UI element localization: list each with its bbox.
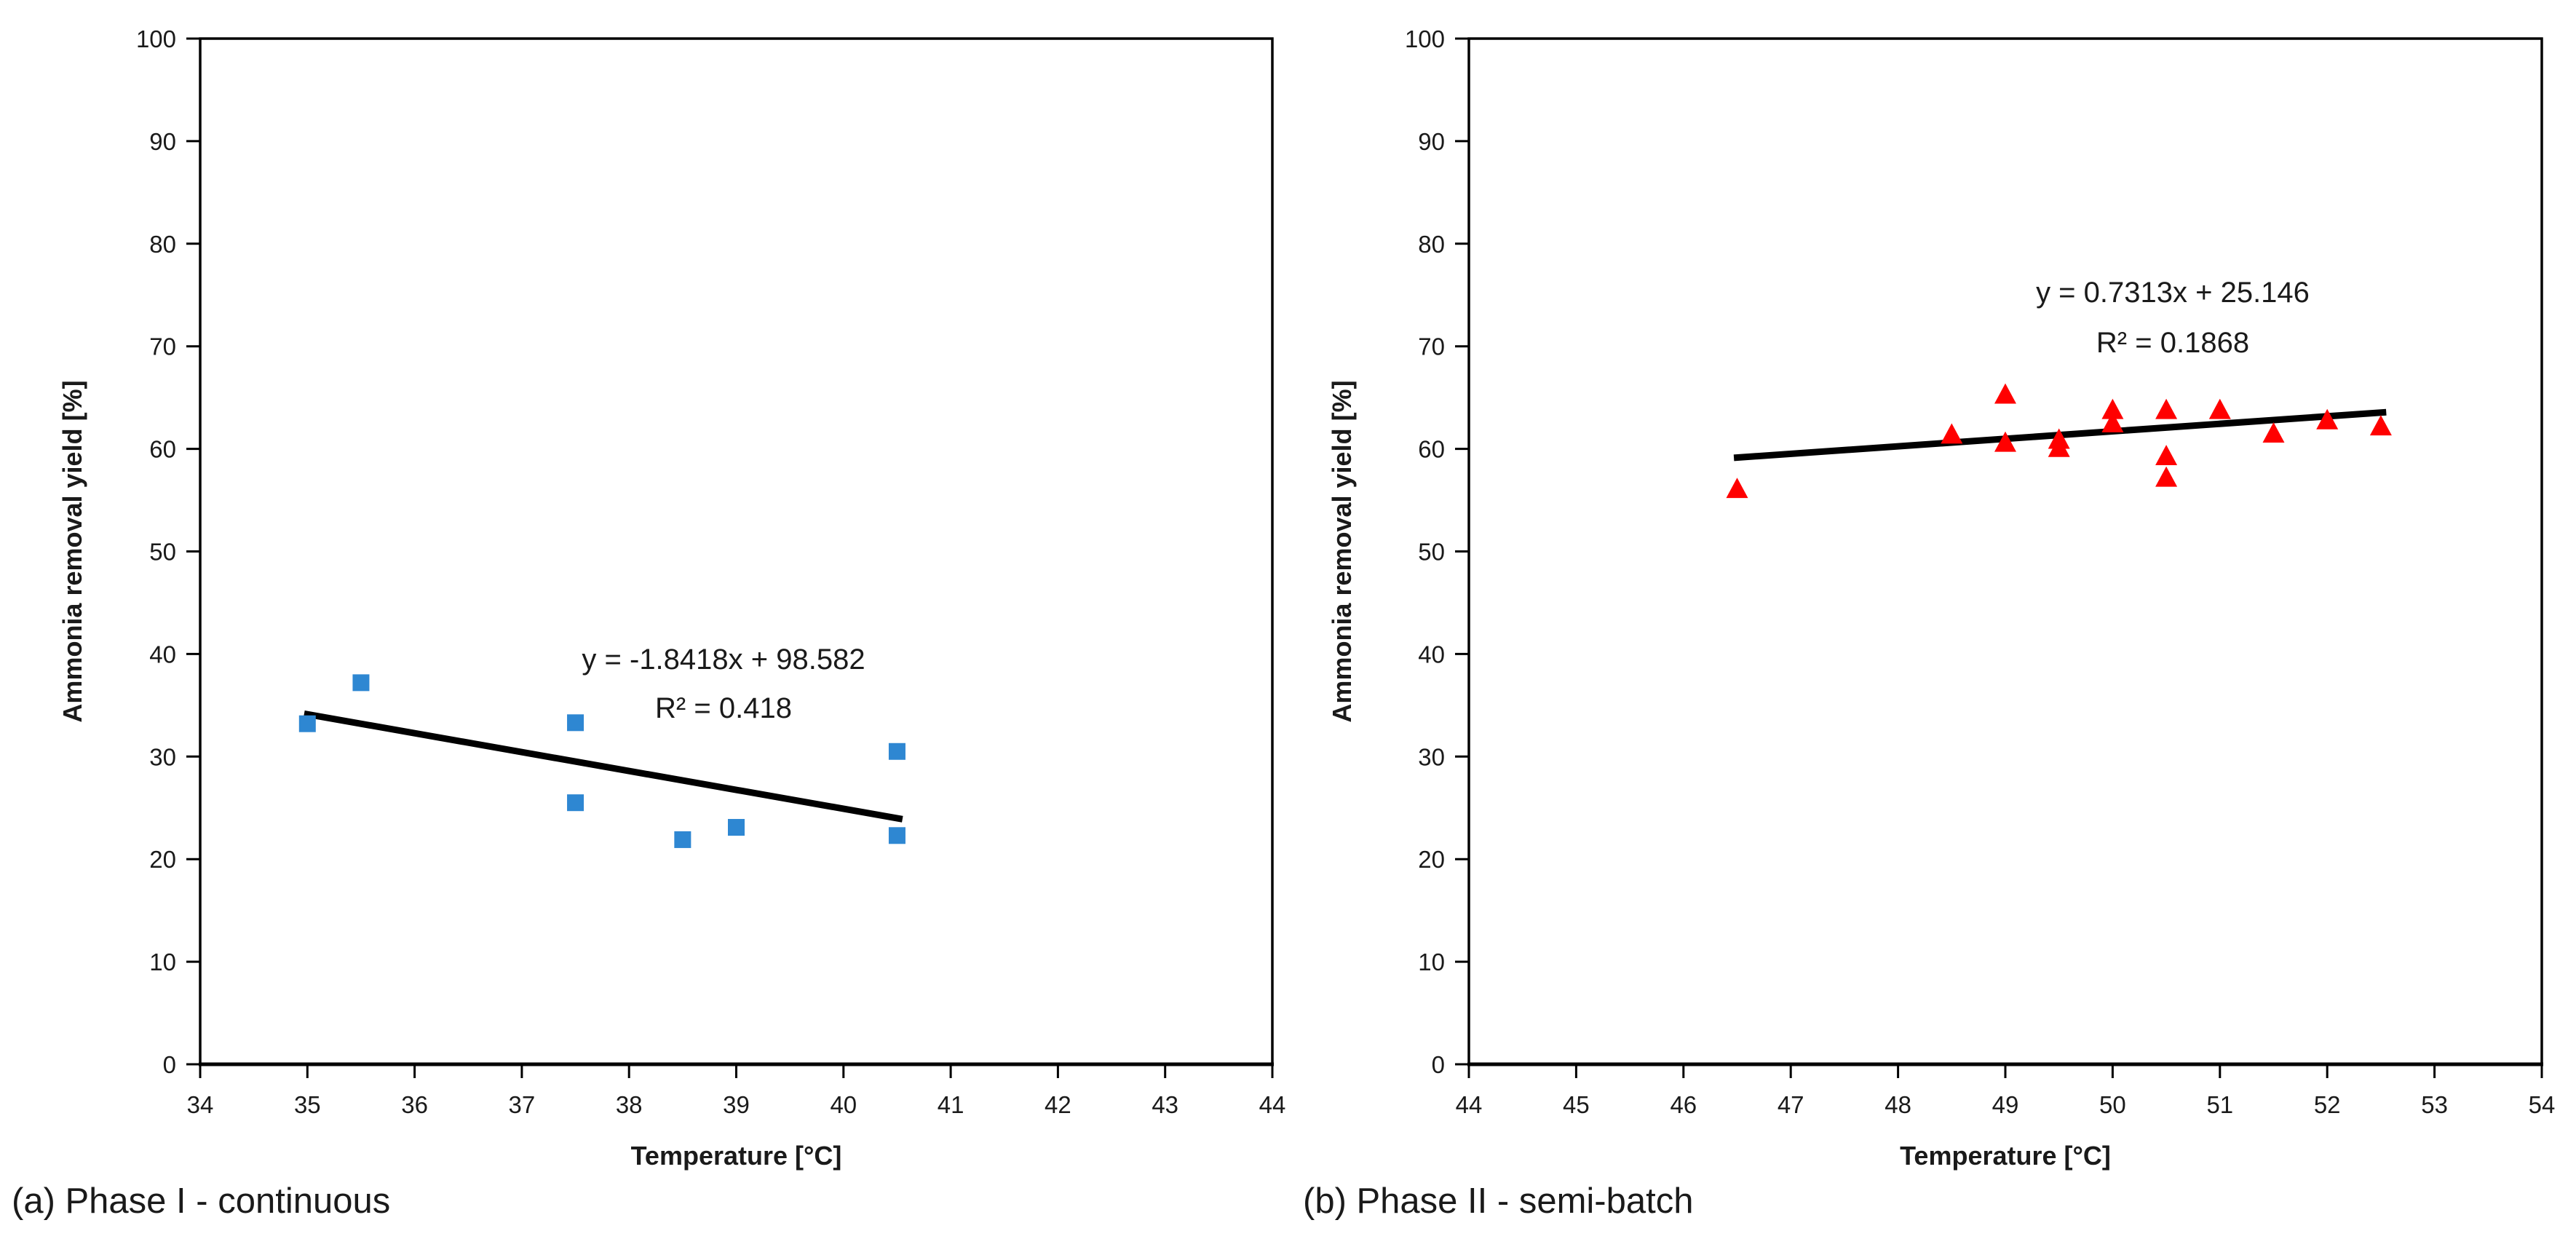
y-tick-label: 60 xyxy=(1418,436,1445,463)
data-point-marker xyxy=(2369,415,2392,436)
data-point-marker xyxy=(2101,412,2124,432)
data-point-marker xyxy=(2155,398,2178,419)
x-tick-label: 46 xyxy=(1670,1091,1697,1118)
y-tick-label: 70 xyxy=(1418,333,1445,360)
data-point-marker xyxy=(2155,466,2178,487)
y-tick-label: 40 xyxy=(1418,641,1445,668)
y-tick-label: 90 xyxy=(1418,128,1445,155)
x-tick-label: 50 xyxy=(2099,1091,2126,1118)
trendline-r2-label: R² = 0.418 xyxy=(655,692,792,724)
x-tick-label: 38 xyxy=(616,1091,643,1118)
x-tick-label: 44 xyxy=(1456,1091,1483,1118)
data-point-marker xyxy=(567,714,584,732)
data-point-marker xyxy=(888,827,905,844)
x-tick-label: 40 xyxy=(830,1091,857,1118)
trendline-r2-label: R² = 0.1868 xyxy=(2096,327,2249,359)
x-tick-label: 44 xyxy=(1259,1091,1286,1118)
y-tick-label: 20 xyxy=(1418,846,1445,873)
y-tick-label: 10 xyxy=(1418,949,1445,975)
y-tick-label: 80 xyxy=(1418,231,1445,258)
y-axis-title: Ammonia removal yield [%] xyxy=(1327,380,1357,722)
y-tick-label: 50 xyxy=(1418,539,1445,566)
x-tick-label: 43 xyxy=(1152,1091,1178,1118)
y-tick-label: 0 xyxy=(1432,1051,1445,1078)
y-tick-label: 100 xyxy=(136,25,176,52)
y-tick-label: 30 xyxy=(149,743,176,770)
trendline-equation-label: y = 0.7313x + 25.146 xyxy=(2036,277,2310,309)
x-tick-label: 45 xyxy=(1563,1091,1590,1118)
x-tick-label: 53 xyxy=(2421,1091,2448,1118)
data-point-marker xyxy=(2262,422,2285,443)
y-tick-label: 100 xyxy=(1405,25,1445,52)
data-point-marker xyxy=(567,794,584,812)
data-point-marker xyxy=(1994,431,2016,452)
data-point-marker xyxy=(352,674,370,692)
data-point-marker xyxy=(1941,423,1963,444)
trendline-equation-label: y = -1.8418x + 98.582 xyxy=(582,644,865,676)
x-tick-label: 42 xyxy=(1045,1091,1071,1118)
y-tick-label: 20 xyxy=(149,846,176,873)
y-tick-label: 50 xyxy=(149,539,176,566)
x-tick-label: 47 xyxy=(1778,1091,1804,1118)
y-tick-label: 90 xyxy=(149,128,176,155)
data-point-marker xyxy=(2208,398,2231,419)
plot-frame-a xyxy=(199,37,1274,1066)
data-point-marker xyxy=(2101,398,2124,419)
y-tick-label: 60 xyxy=(149,436,176,463)
data-point-marker xyxy=(674,831,691,848)
x-axis-title: Temperature [°C] xyxy=(1900,1141,2111,1171)
panel-a-caption: (a) Phase I - continuous xyxy=(12,1181,391,1221)
x-tick-label: 39 xyxy=(723,1091,750,1118)
x-tick-label: 49 xyxy=(1992,1091,2019,1118)
y-axis-title: Ammonia removal yield [%] xyxy=(58,380,87,722)
x-tick-label: 54 xyxy=(2529,1091,2556,1118)
data-point-marker xyxy=(2048,436,2070,457)
y-tick-label: 30 xyxy=(1418,743,1445,770)
y-tick-label: 10 xyxy=(149,949,176,975)
x-axis-title: Temperature [°C] xyxy=(631,1141,842,1171)
x-tick-label: 36 xyxy=(401,1091,428,1118)
plot-frame-b xyxy=(1467,37,2543,1066)
x-tick-label: 34 xyxy=(187,1091,214,1118)
data-point-marker xyxy=(1994,383,2016,404)
x-tick-label: 41 xyxy=(938,1091,964,1118)
y-tick-label: 80 xyxy=(149,231,176,258)
data-point-marker xyxy=(2155,445,2178,466)
panel-b-caption: (b) Phase II - semi-batch xyxy=(1303,1181,1694,1221)
x-tick-label: 48 xyxy=(1885,1091,1911,1118)
y-tick-label: 70 xyxy=(149,333,176,360)
data-point-marker xyxy=(728,819,745,836)
data-point-marker xyxy=(888,743,905,760)
data-point-marker xyxy=(2316,408,2339,429)
trendline-a xyxy=(304,710,903,823)
data-point-marker xyxy=(1726,478,1748,499)
y-tick-label: 40 xyxy=(149,641,176,668)
data-point-marker xyxy=(298,715,316,732)
x-tick-label: 51 xyxy=(2206,1091,2233,1118)
x-tick-label: 37 xyxy=(509,1091,536,1118)
y-tick-label: 0 xyxy=(163,1051,176,1078)
x-tick-label: 35 xyxy=(294,1091,321,1118)
x-tick-label: 52 xyxy=(2314,1091,2341,1118)
